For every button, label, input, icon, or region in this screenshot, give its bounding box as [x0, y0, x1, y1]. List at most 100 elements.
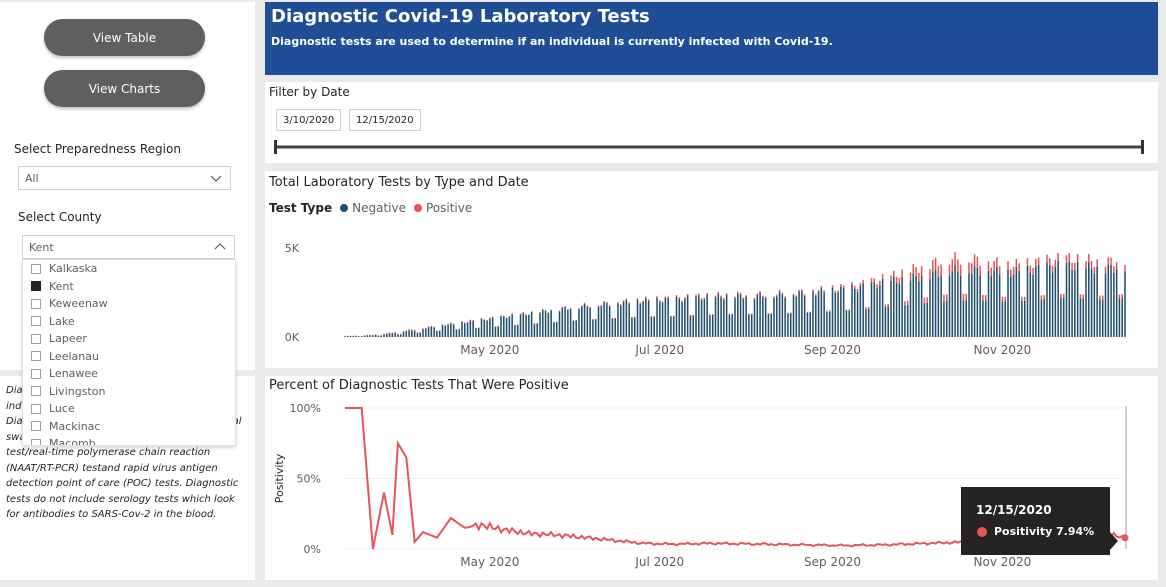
bar-positive	[447, 323, 449, 325]
county-option[interactable]: Mackinac	[23, 418, 235, 436]
view-charts-button[interactable]: View Charts	[44, 70, 205, 107]
date-filter-panel	[265, 82, 1158, 163]
bar-negative	[397, 334, 399, 337]
bar-positive	[968, 262, 970, 274]
bar-negative	[795, 296, 798, 337]
view-table-button[interactable]: View Table	[44, 19, 205, 56]
bar-negative	[840, 286, 842, 337]
bar-negative	[976, 267, 979, 337]
bar-negative	[661, 302, 664, 337]
date-range-slider[interactable]	[272, 138, 1148, 156]
bar-positive	[737, 291, 739, 294]
bar-negative	[856, 291, 859, 337]
bar-chart[interactable]: 0K 5K May 2020 Jul 2020 Sep 2020 Nov 2020	[265, 220, 1158, 368]
bar-negative	[374, 334, 377, 337]
checkbox[interactable]	[31, 281, 41, 292]
county-option[interactable]: Keweenaw	[23, 295, 235, 313]
checkbox[interactable]	[31, 386, 41, 397]
bar-negative	[714, 297, 717, 337]
checkbox[interactable]	[31, 333, 41, 344]
bar-negative	[586, 306, 589, 337]
bar-negative	[355, 335, 357, 337]
bar-positive	[1054, 259, 1057, 267]
bar-positive	[909, 272, 912, 281]
bar-positive	[840, 284, 842, 287]
bar-negative	[1023, 300, 1026, 337]
bar-negative	[592, 319, 594, 337]
checkbox[interactable]	[31, 421, 41, 432]
bar-positive	[450, 322, 452, 324]
bar-negative	[606, 303, 608, 337]
bar-positive	[483, 319, 486, 320]
bar-negative	[1121, 298, 1123, 337]
bar-positive	[965, 293, 967, 301]
bar-positive	[578, 308, 580, 310]
bar-negative	[667, 297, 669, 337]
bar-positive	[586, 305, 589, 307]
bar-negative	[884, 307, 887, 337]
bar-negative	[581, 306, 583, 337]
bar-positive	[441, 324, 444, 326]
county-option[interactable]: Livingston	[23, 383, 235, 401]
legend-negative-dot	[340, 204, 349, 212]
checkbox[interactable]	[31, 351, 41, 362]
bar-negative	[503, 316, 505, 337]
y-tick-label: 50%	[297, 473, 321, 486]
bar-positive	[419, 332, 421, 333]
checkbox[interactable]	[31, 368, 41, 379]
bar-negative	[767, 314, 770, 337]
bar-positive	[589, 307, 591, 308]
county-option[interactable]: Lenawee	[23, 365, 235, 383]
bar-positive	[996, 257, 998, 267]
county-option-label: Mackinac	[49, 419, 101, 433]
end-date-input[interactable]: 12/15/2020	[349, 109, 421, 131]
county-options-list[interactable]: Kalkaska Kent Keweenaw Lake Lapeer Leelanau Le…	[22, 259, 236, 446]
county-label: Select County	[18, 210, 102, 224]
county-option-label: Lenawee	[49, 367, 98, 381]
bar-positive	[915, 267, 917, 277]
county-option[interactable]: Macomb	[23, 435, 235, 445]
legend-negative-label[interactable]: Negative	[352, 201, 406, 215]
county-option[interactable]: Lake	[23, 313, 235, 331]
bar-negative	[784, 297, 786, 337]
bar-negative	[951, 271, 954, 337]
bar-positive	[1060, 293, 1062, 299]
county-option[interactable]: Lapeer	[23, 330, 235, 348]
bar-negative	[678, 298, 681, 337]
county-dropdown[interactable]: Kent	[22, 235, 235, 259]
bar-positive	[1043, 295, 1045, 300]
bar-negative	[901, 276, 903, 337]
bar-positive	[544, 310, 547, 312]
bar-positive	[594, 318, 597, 320]
bar-negative	[516, 324, 519, 337]
county-option[interactable]: Kent	[23, 278, 235, 296]
bar-positive	[1046, 254, 1048, 263]
bar-negative	[773, 297, 775, 337]
bar-positive	[647, 299, 650, 301]
bar-negative	[477, 327, 480, 337]
region-dropdown[interactable]: All	[18, 166, 231, 190]
bar-negative	[672, 316, 675, 337]
county-option[interactable]: Kalkaska	[23, 260, 235, 278]
bar-positive	[1104, 266, 1107, 274]
checkbox[interactable]	[31, 403, 41, 414]
legend-positive-label[interactable]: Positive	[425, 201, 473, 215]
bar-negative	[1029, 272, 1032, 337]
start-date-input[interactable]: 3/10/2020	[276, 109, 342, 131]
checkbox[interactable]	[31, 316, 41, 327]
bar-negative	[968, 273, 970, 337]
bar-positive	[929, 269, 931, 280]
checkbox[interactable]	[31, 298, 41, 309]
checkbox[interactable]	[31, 263, 41, 274]
county-option[interactable]: Leelanau	[23, 348, 235, 366]
checkbox[interactable]	[31, 438, 41, 445]
bar-positive	[600, 305, 603, 307]
bar-positive	[845, 309, 848, 311]
bar-negative	[1054, 266, 1057, 337]
bar-negative	[815, 295, 817, 337]
bar-negative	[778, 291, 781, 337]
x-tick-label: Jul 2020	[634, 555, 684, 569]
bar-positive	[597, 305, 600, 307]
bar-negative	[859, 285, 862, 337]
county-option[interactable]: Luce	[23, 400, 235, 418]
